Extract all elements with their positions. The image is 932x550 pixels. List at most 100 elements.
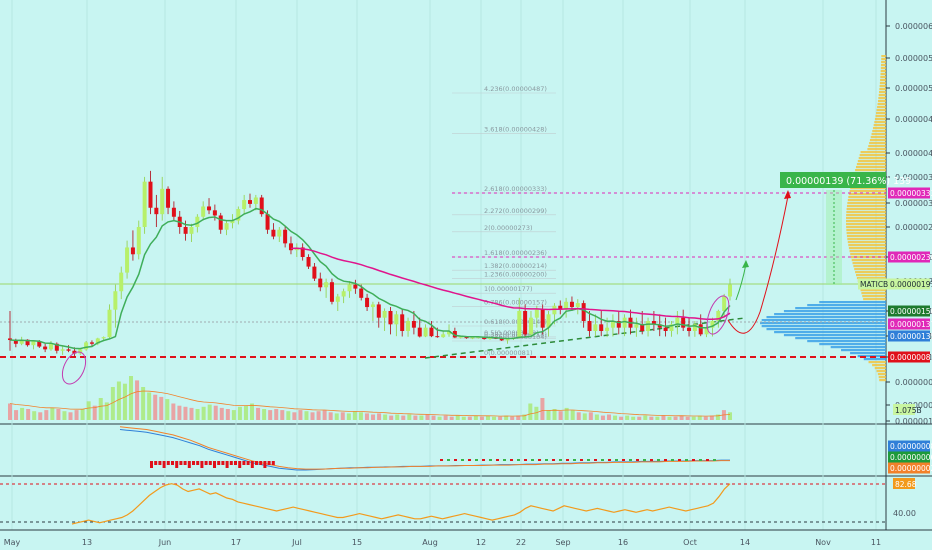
volume-profile-bar xyxy=(853,265,886,268)
macd-histogram-bar xyxy=(267,461,271,465)
candle-body xyxy=(646,321,651,331)
price-badge-text: 0.00000137 xyxy=(890,320,932,329)
candle-body xyxy=(400,314,405,331)
candle-body xyxy=(704,327,709,335)
price-badge-text: 0.00000236 xyxy=(890,253,932,262)
volume-bar xyxy=(135,380,140,420)
volume-bar xyxy=(292,412,297,420)
macd-histogram-bar xyxy=(524,459,527,461)
candle-body xyxy=(692,324,697,331)
volume-bar xyxy=(171,403,176,420)
volume-profile-bar xyxy=(860,151,886,154)
candle-body xyxy=(324,282,329,288)
volume-profile-bar xyxy=(761,325,886,328)
price-tick-label: 0.00000360 xyxy=(895,173,932,182)
volume-bar xyxy=(594,414,599,420)
candle-body xyxy=(288,243,293,251)
volume-bar xyxy=(510,416,515,420)
volume-bar xyxy=(219,407,224,420)
macd-histogram-bar xyxy=(580,459,583,461)
volume-profile-bar xyxy=(846,226,886,229)
volume-profile-bar xyxy=(846,205,886,208)
volume-bar xyxy=(667,416,672,420)
volume-bar xyxy=(8,403,12,420)
volume-bar xyxy=(243,405,248,420)
candle-body xyxy=(382,311,387,318)
volume-bar xyxy=(304,411,309,420)
candle-body xyxy=(318,278,323,288)
macd-histogram-bar xyxy=(692,459,695,461)
volume-bar xyxy=(588,412,593,420)
macd-histogram-bar xyxy=(225,461,229,468)
candle-body xyxy=(95,338,100,344)
ema-fast-line xyxy=(9,207,731,350)
price-badge-text: 0.00000191 xyxy=(890,280,932,289)
macd-histogram-bar xyxy=(615,459,618,461)
volume-profile-bar xyxy=(850,187,886,190)
volume-bar xyxy=(322,410,327,420)
macd-histogram-bar xyxy=(503,459,506,461)
volume-profile-bar xyxy=(783,334,886,337)
volume-profile-bar xyxy=(846,229,886,232)
macd-badge-text: 0.00000006 xyxy=(890,453,932,462)
candle-body xyxy=(265,214,270,230)
fib-level-label: 1(0.00000177) xyxy=(484,285,533,293)
volume-profile-bar xyxy=(879,85,886,88)
volume-profile-bar xyxy=(881,55,886,58)
volume-bar xyxy=(262,409,267,420)
volume-profile-bar xyxy=(774,313,886,316)
volume-profile-bar xyxy=(856,163,886,166)
volume-profile-bar xyxy=(863,358,886,361)
macd-histogram-bar xyxy=(559,459,562,461)
volume-bar xyxy=(691,416,696,420)
candle-body xyxy=(540,309,545,328)
volume-bar xyxy=(20,407,25,420)
macd-histogram-bar xyxy=(573,459,576,461)
volume-profile-bar xyxy=(846,220,886,223)
fib-level-label: 0.618(0.00000141) xyxy=(484,318,547,326)
volume-profile-bar xyxy=(795,307,886,310)
fib-level-label: 4.236(0.00000487) xyxy=(484,85,547,93)
price-tick-label: 0.00000400 xyxy=(895,149,932,158)
candle-body xyxy=(622,317,627,328)
price-badge xyxy=(888,187,930,199)
candle-body xyxy=(605,327,610,331)
candle-body xyxy=(107,309,112,338)
x-tick-label: 22 xyxy=(516,538,526,547)
macd-histogram-bar xyxy=(440,459,443,461)
price-tick-label: 0.00000450 xyxy=(895,115,932,124)
candle-body xyxy=(113,291,118,310)
volume-bar xyxy=(56,409,61,420)
volume-bar xyxy=(449,416,454,420)
volume-bar xyxy=(44,410,49,420)
macd-badge xyxy=(888,451,930,463)
volume-bar xyxy=(570,410,575,420)
macd-histogram-bar xyxy=(643,459,646,461)
time-axis: May 13 Jun 17 Jul 15 Aug 12 22 Sep 16 Oct 14 Nov 11 xyxy=(4,538,881,547)
macd-histogram-bar xyxy=(671,459,674,461)
macd-histogram-bar xyxy=(221,461,225,465)
price-tick-label: 0.00000320 xyxy=(895,199,932,208)
volume-bar xyxy=(110,387,115,420)
x-tick-label: Jun xyxy=(158,538,172,547)
candle-body xyxy=(271,229,276,237)
candle-body xyxy=(499,338,504,341)
macd-histogram-bar xyxy=(468,459,471,461)
volume-bar xyxy=(534,406,539,420)
price-tick-label: 0.00000100 xyxy=(895,417,932,426)
candle-body xyxy=(488,337,492,340)
volume-bar xyxy=(401,415,406,420)
candle-body xyxy=(581,303,586,321)
candle-body xyxy=(13,340,18,344)
macd-histogram-bar xyxy=(608,459,611,461)
candle-body xyxy=(224,223,229,230)
projection-curve xyxy=(727,195,789,334)
volume-bar xyxy=(153,394,158,420)
volume-profile-bar xyxy=(879,379,886,382)
macd-histogram-bar xyxy=(496,459,499,461)
candle-body xyxy=(142,181,147,227)
candle-body xyxy=(259,197,264,215)
volume-profile-bar xyxy=(868,145,886,148)
